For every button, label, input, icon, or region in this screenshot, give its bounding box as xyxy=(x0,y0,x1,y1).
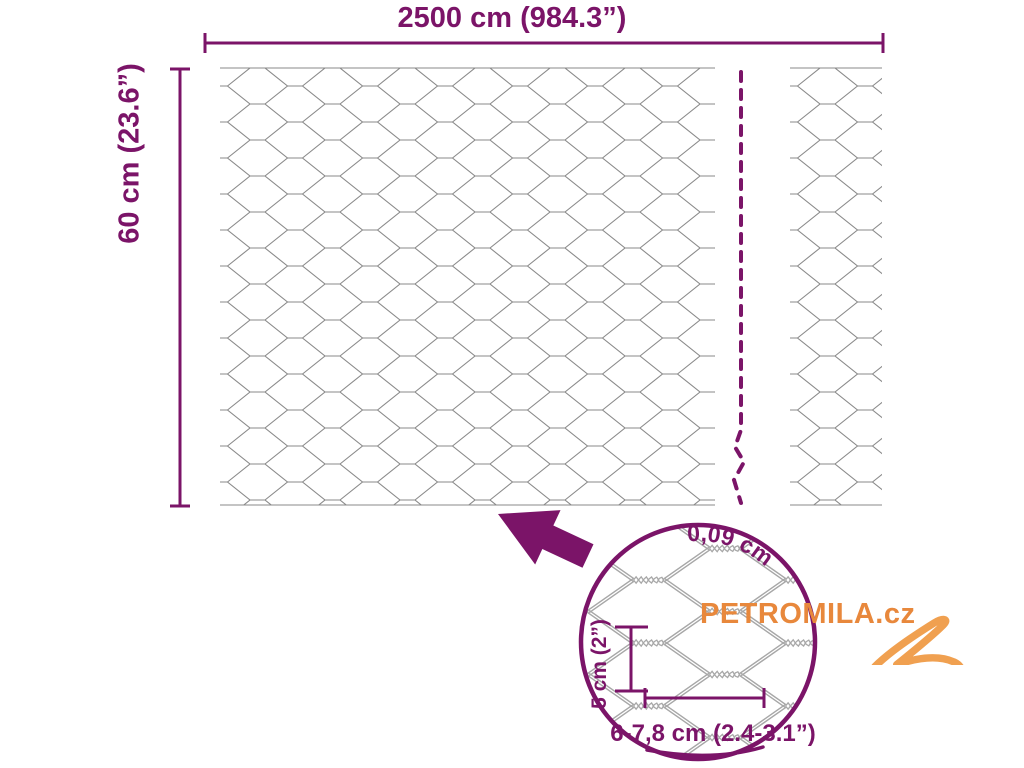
svg-text:0,09 cm: 0,09 cm xyxy=(687,520,779,571)
